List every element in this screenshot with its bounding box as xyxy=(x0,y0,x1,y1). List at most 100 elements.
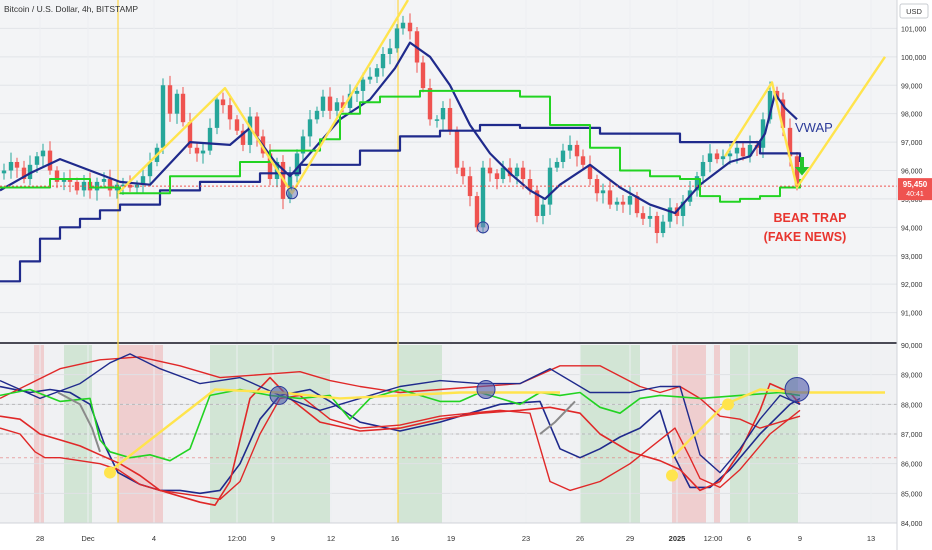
price-tick-label: 91,000 xyxy=(901,311,923,318)
candle-body xyxy=(580,156,586,165)
time-tick-label: 16 xyxy=(391,534,399,543)
vertical-markers xyxy=(117,0,399,523)
main-marker-circle xyxy=(286,187,298,200)
candle-body xyxy=(220,99,226,106)
candle-body xyxy=(640,213,646,219)
candle-body xyxy=(780,99,786,128)
candle-body xyxy=(320,96,326,111)
candle-body xyxy=(747,144,753,157)
candle-body xyxy=(107,179,113,191)
candle-body xyxy=(627,196,633,205)
time-tick-label: 26 xyxy=(576,534,584,543)
candle-body xyxy=(487,167,493,174)
price-tick-label: 97,000 xyxy=(901,140,923,147)
anchored-vwap-step-line xyxy=(0,123,802,283)
candle-body xyxy=(194,147,200,154)
candle-body xyxy=(347,93,353,108)
time-tick-label: 29 xyxy=(626,534,634,543)
time-tick-label: 4 xyxy=(152,534,156,543)
candle-body xyxy=(174,93,180,114)
price-tick-label: 99,000 xyxy=(901,83,923,90)
yellow-trend-line xyxy=(117,0,410,195)
candle-body xyxy=(34,156,40,165)
candle-body xyxy=(101,179,107,182)
ind-red-line-b xyxy=(0,394,801,500)
main-lines xyxy=(0,0,886,283)
candle-body xyxy=(47,150,53,171)
candle-body xyxy=(700,161,706,177)
candle-body xyxy=(574,144,580,157)
candle-body xyxy=(427,88,433,120)
yellow-projection-line xyxy=(723,56,886,189)
currency-label: USD xyxy=(906,7,922,16)
candle-body xyxy=(714,153,720,160)
price-tick-label: 100,000 xyxy=(901,55,926,62)
vwap-annotation: VWAP xyxy=(795,120,833,135)
candle-body xyxy=(247,116,253,145)
candle-body xyxy=(654,215,660,234)
candle-body xyxy=(680,201,686,216)
ind-tick-label: 84,000 xyxy=(901,521,923,528)
ind-marker-dot xyxy=(104,466,116,479)
candle-body xyxy=(354,90,360,94)
time-tick-label: 19 xyxy=(447,534,455,543)
candle-body xyxy=(267,153,273,180)
price-tick-label: 101,000 xyxy=(901,26,926,33)
candle-body xyxy=(620,201,626,205)
candle-body xyxy=(480,167,486,228)
price-tick-label: 93,000 xyxy=(901,254,923,261)
time-tick-label: 9 xyxy=(271,534,275,543)
time-axis-bg xyxy=(0,523,897,550)
time-tick-label: 2025 xyxy=(669,534,686,543)
time-tick-label: 9 xyxy=(798,534,802,543)
candle-body xyxy=(187,122,193,148)
candle-body xyxy=(327,96,333,111)
vwap-line xyxy=(0,41,798,215)
indicator-grid xyxy=(0,374,897,494)
ind-green-line xyxy=(0,388,801,462)
candle-body xyxy=(314,110,320,120)
ind-marker-circle xyxy=(784,377,810,402)
price-badge xyxy=(898,178,932,201)
candle-body xyxy=(200,150,206,154)
candle-body xyxy=(360,79,366,91)
candle-body xyxy=(434,119,440,121)
candle-body xyxy=(514,167,520,177)
candle-body xyxy=(400,22,406,29)
candles xyxy=(1,13,800,244)
candle-body xyxy=(207,127,213,151)
candle-body xyxy=(560,150,566,162)
green-line xyxy=(0,89,801,203)
main-marker-circle xyxy=(477,221,489,234)
price-tick-label: 92,000 xyxy=(901,282,923,289)
candle-body xyxy=(1,170,7,174)
main-price-ticks: 91,000 92,000 93,000 94,000 95,000 96,000 97,0… xyxy=(901,26,926,317)
fake-news-annotation: (FAKE NEWS) xyxy=(764,230,847,244)
bear-trap-annotation: BEAR TRAP xyxy=(774,211,847,225)
candle-body xyxy=(727,153,733,157)
time-tick-label: 12:00 xyxy=(704,534,723,543)
ind-grey-line xyxy=(539,400,576,435)
currency-button[interactable] xyxy=(899,3,929,19)
candle-body xyxy=(374,68,380,77)
candle-body xyxy=(600,190,606,194)
indicator-ticks: 84,000 85,000 86,000 87,000 88,000 89,000 90,0… xyxy=(901,343,923,528)
candle-body xyxy=(387,48,393,54)
candle-body xyxy=(294,153,300,177)
time-tick-label: Dec xyxy=(81,534,95,543)
chart-title: Bitcoin / U.S. Dollar, 4h, BITSTAMP xyxy=(4,4,138,14)
candle-body xyxy=(667,207,673,222)
candle-body xyxy=(474,196,480,228)
candle-body xyxy=(340,102,346,108)
price-tick-label: 95,000 xyxy=(901,197,923,204)
candle-body xyxy=(740,147,746,157)
ind-yellow-line-b xyxy=(671,388,885,459)
ind-tick-label: 87,000 xyxy=(901,432,923,439)
candle-body xyxy=(614,201,620,205)
candle-body xyxy=(407,22,413,32)
candle-body xyxy=(27,164,33,180)
candle-body xyxy=(54,170,60,182)
candle-body xyxy=(527,179,533,191)
candle-body xyxy=(647,215,653,219)
